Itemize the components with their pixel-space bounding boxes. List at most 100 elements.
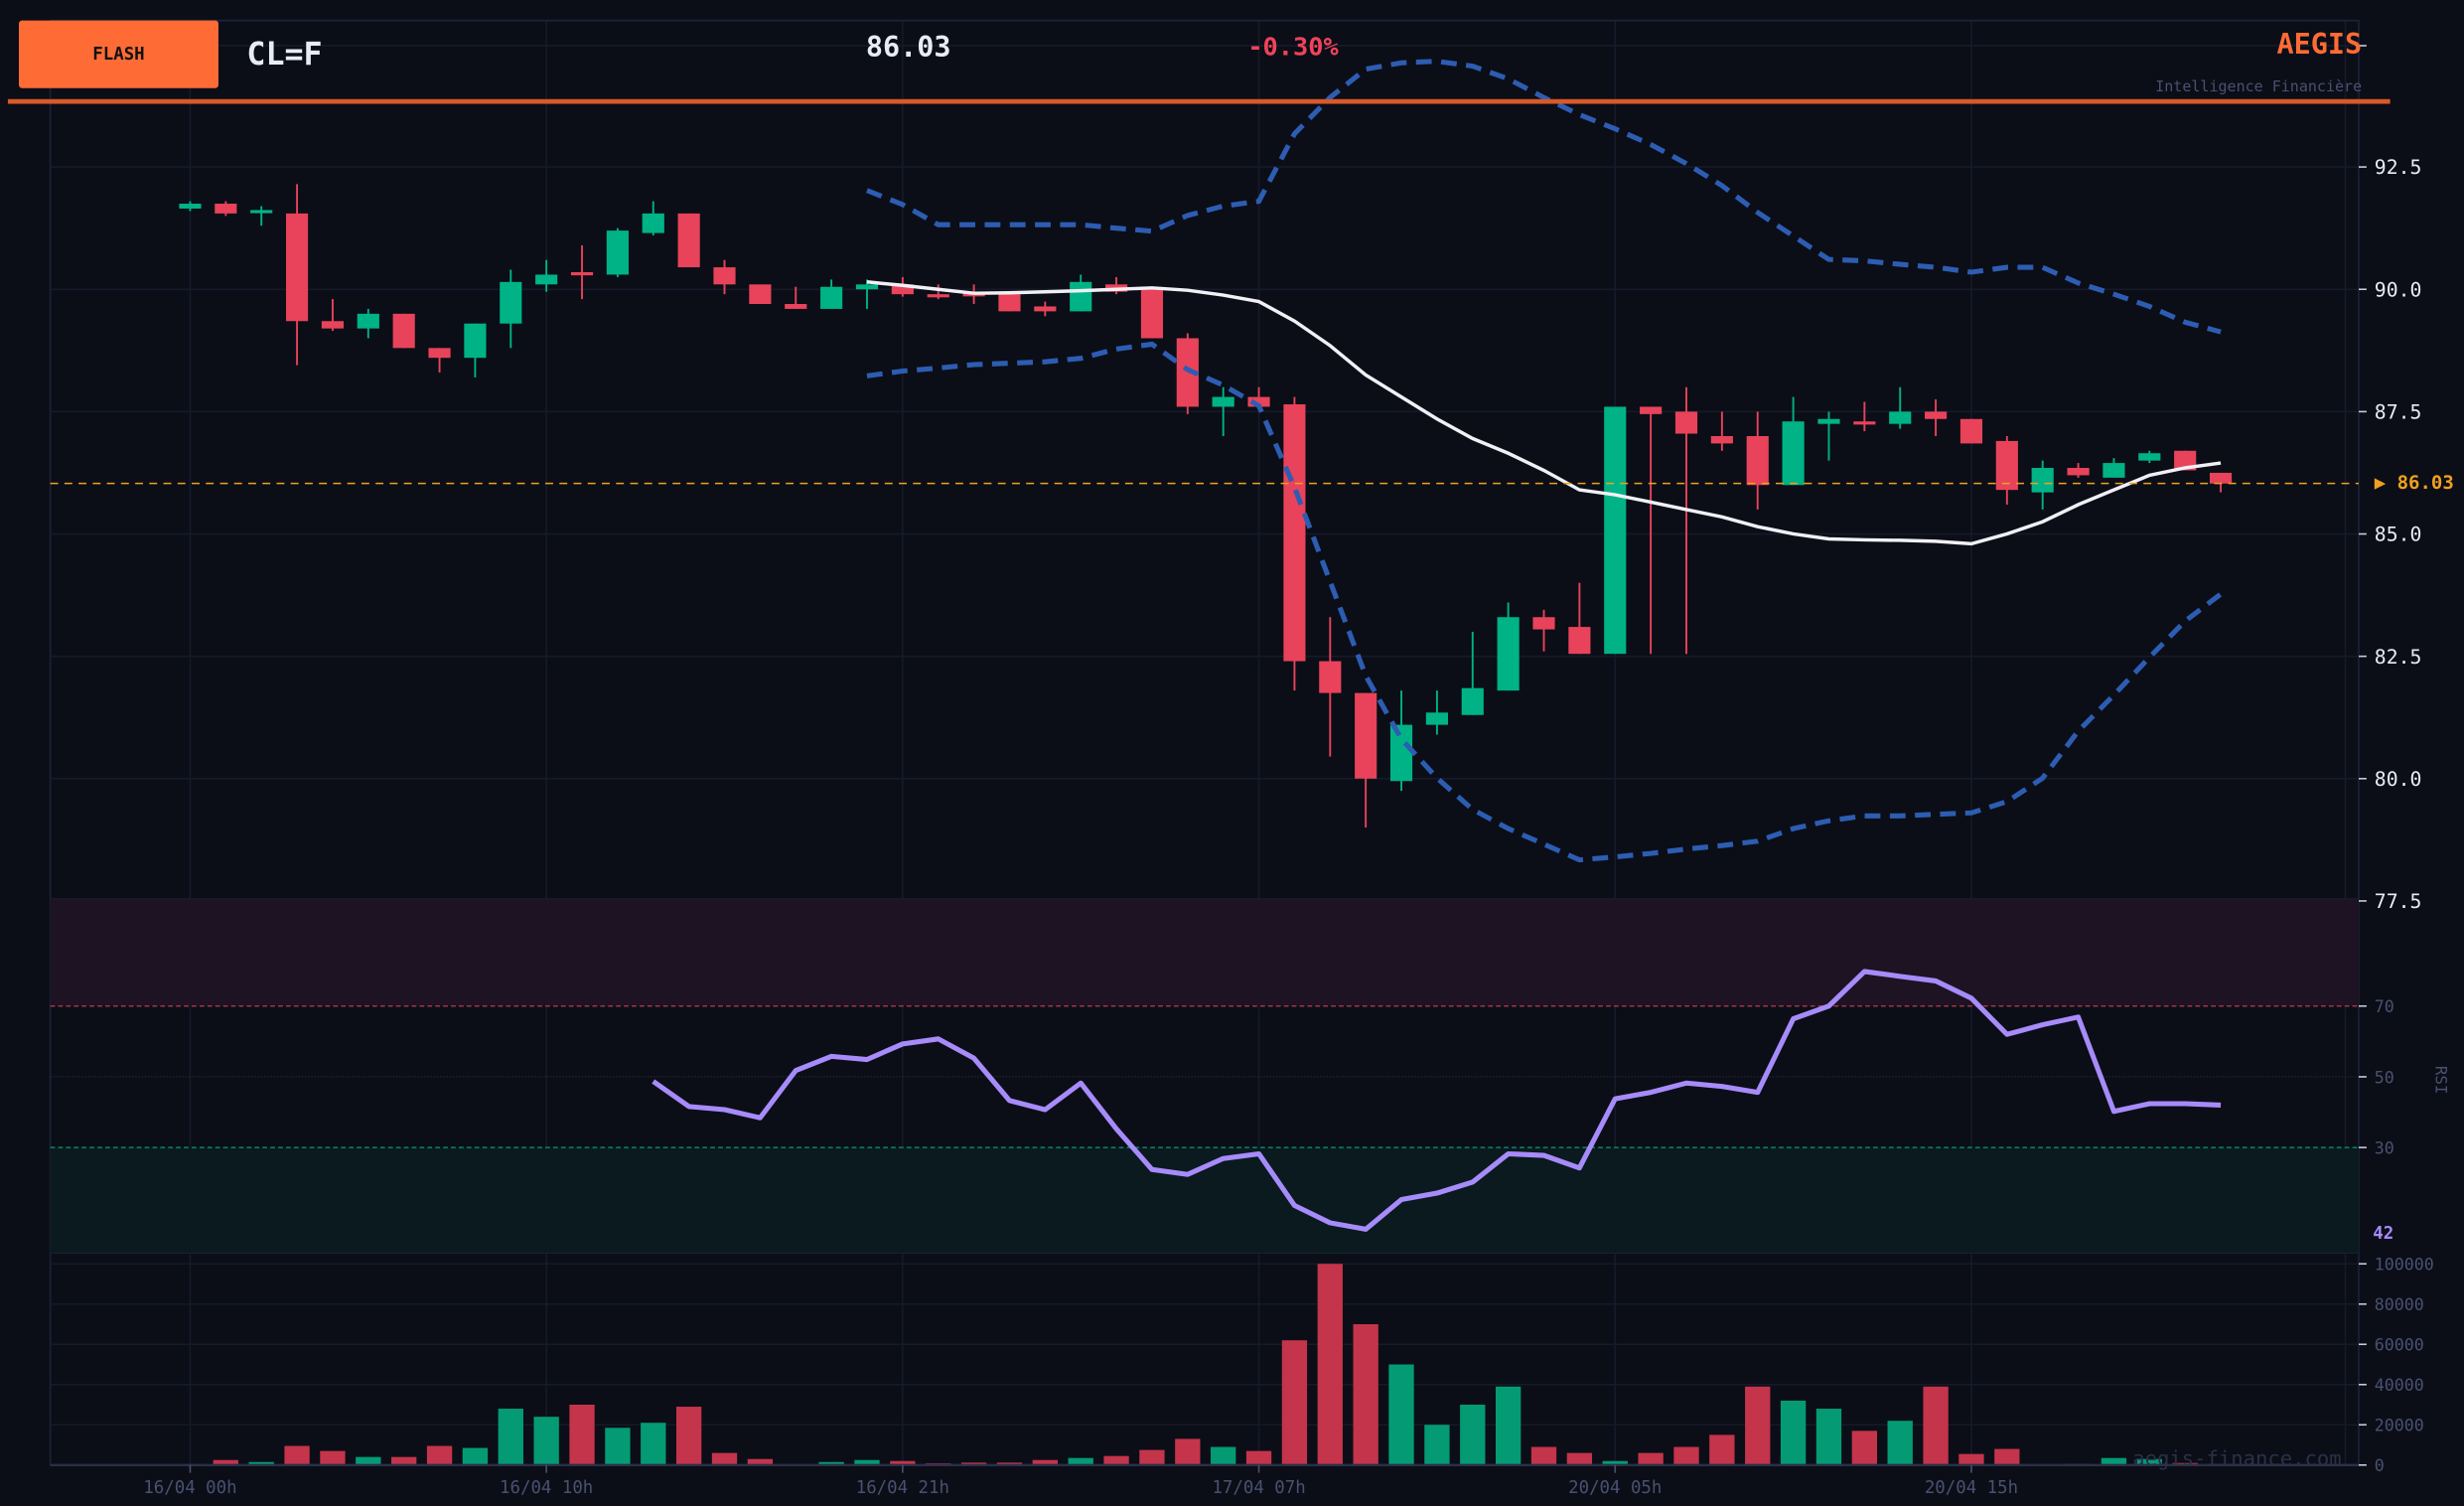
candle (321, 299, 345, 332)
candle-body (357, 313, 379, 329)
candle (606, 227, 629, 277)
volume-bar (391, 1456, 417, 1465)
volume-bar (2101, 1457, 2127, 1465)
candle (1497, 602, 1520, 691)
volume-bar (1424, 1425, 1450, 1465)
volume-bar (213, 1459, 238, 1465)
candle-body (820, 286, 843, 309)
x-tick-label: 16/04 21h (856, 1478, 949, 1498)
candle-body (1176, 338, 1199, 407)
candle-body (500, 281, 522, 324)
candle-body (891, 284, 914, 295)
volume-bar (1638, 1452, 1664, 1465)
candle (1532, 609, 1555, 652)
volume-bar (1851, 1431, 1878, 1465)
candle (1995, 435, 2018, 505)
bollinger-lower-line (866, 341, 2223, 863)
axes: 92.5 90.0 87.5 85.0 82.5 80.0 77.5 70 50 30 100000… (50, 45, 2434, 1498)
volume-tick-label: 40000 (2375, 1376, 2424, 1395)
candle-body (642, 213, 664, 233)
volume-bar (1460, 1405, 1486, 1465)
volume-bar (1068, 1457, 1093, 1465)
candle (749, 284, 772, 305)
candle (500, 269, 522, 349)
candle-body (2031, 468, 2054, 493)
candle-body (464, 323, 487, 359)
candle-body (998, 294, 1021, 312)
volume-bar (1245, 1450, 1272, 1465)
candle-body (855, 284, 879, 290)
candle-body (1532, 617, 1555, 630)
candle (1710, 411, 1733, 451)
candle-body (392, 313, 415, 349)
candle (1140, 286, 1164, 339)
candle-body (1817, 418, 1840, 424)
candle (998, 294, 1021, 312)
candle (464, 323, 487, 377)
candle (250, 206, 273, 226)
candle (1389, 690, 1413, 792)
candle-body (1640, 406, 1663, 414)
candle-body (1889, 411, 1912, 424)
volume-bar (960, 1462, 987, 1465)
volume-bar (1032, 1459, 1058, 1465)
volume-bar (569, 1405, 595, 1465)
candle (1034, 301, 1057, 317)
candle (1461, 632, 1484, 715)
candle-body (713, 267, 736, 285)
candle-body (1925, 411, 1948, 419)
candle (677, 213, 700, 268)
candle (570, 244, 594, 300)
candle (1640, 406, 1663, 655)
x-tick-label: 16/04 00h (143, 1478, 236, 1498)
volume-bar (818, 1461, 844, 1465)
volume-bars (213, 1264, 2234, 1465)
volume-bar (284, 1445, 310, 1465)
candle (428, 348, 451, 373)
candle (2031, 460, 2054, 510)
candle (1853, 401, 1876, 432)
volume-bar (711, 1452, 738, 1465)
candle (2138, 450, 2161, 464)
candle-body (1568, 627, 1591, 655)
rsi-overbought-zone (50, 899, 2359, 1006)
symbol-title: CL=F (246, 37, 322, 73)
candle (855, 279, 879, 309)
flash-label: FLASH (92, 45, 144, 65)
candle-body (570, 271, 594, 276)
candle-body (1674, 411, 1698, 434)
price-tick-label: 92.5 (2375, 156, 2422, 179)
price-tick-label: 85.0 (2375, 524, 2422, 546)
current-price-label: ▶ 86.03 (2375, 472, 2454, 494)
candle (1959, 418, 1983, 444)
rsi-axis-label: RSI (2432, 1066, 2451, 1095)
volume-bar (1602, 1460, 1628, 1465)
rsi-line (652, 969, 2222, 1232)
rsi-tick-label: 70 (2375, 997, 2394, 1016)
candle-body (1212, 396, 1234, 407)
candle-body (1746, 435, 1769, 486)
volume-bar (1388, 1364, 1414, 1465)
candle-body (1604, 406, 1627, 655)
candle-body (785, 304, 807, 309)
candle (1425, 690, 1448, 735)
volume-bar (1887, 1421, 1913, 1465)
candle (1674, 386, 1698, 655)
brand-subtitle: Intelligence Financière (2155, 77, 2362, 95)
volume-tick-label: 60000 (2375, 1336, 2424, 1355)
candle-body (1070, 281, 1092, 312)
candle (1176, 333, 1199, 414)
rsi-oversold-zone (50, 1147, 2359, 1254)
price-tick-label: 87.5 (2375, 400, 2422, 423)
volume-bar (747, 1458, 774, 1465)
bollinger-upper-line (866, 59, 2222, 335)
candle (2067, 463, 2090, 478)
rsi-current-label: 42 (2373, 1224, 2393, 1244)
price-tick-label: 90.0 (2375, 278, 2422, 301)
volume-tick-label: 20000 (2375, 1417, 2424, 1435)
flash-button[interactable] (18, 20, 218, 88)
volume-bar (1780, 1400, 1807, 1465)
volume-bar (675, 1407, 702, 1465)
